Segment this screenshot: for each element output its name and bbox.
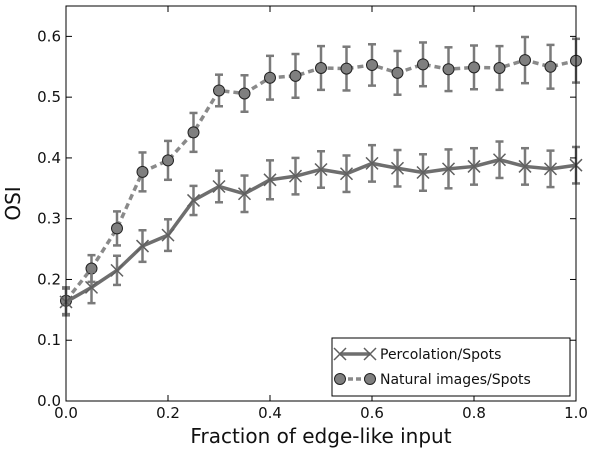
legend-marker	[333, 347, 347, 361]
legend-marker	[334, 373, 346, 385]
data-point	[544, 60, 557, 73]
plot-frame	[65, 5, 577, 402]
marker-stroke	[263, 173, 277, 187]
data-point	[238, 87, 251, 100]
data-point	[417, 58, 429, 71]
data-point	[213, 84, 225, 97]
ticks-layer: 0.0 0.2 0.4 0.6 0.8 1.0 0.0 0.1 0.2 0.3 0.4 0.5 0.6	[37, 6, 588, 422]
x-tick-label: 0.8	[462, 404, 486, 422]
data-point	[288, 169, 303, 183]
plot-layer	[59, 35, 583, 317]
data-point	[263, 173, 277, 187]
y-tick-label: 0.6	[37, 27, 61, 45]
marker-stroke	[543, 162, 558, 176]
marker-stroke	[518, 159, 532, 173]
legend: Percolation/Spots Natural images/Spots	[331, 337, 571, 397]
data-point	[264, 71, 276, 84]
x-tick-label: 1.0	[564, 404, 588, 422]
legend-marker	[363, 347, 377, 361]
x-tick-label: 0.0	[54, 404, 78, 422]
data-point	[391, 66, 404, 79]
marker-stroke	[288, 169, 303, 183]
data-point	[519, 54, 531, 67]
marker-stroke	[467, 159, 481, 173]
y-tick-label: 0.0	[37, 392, 61, 410]
data-point	[468, 61, 480, 74]
y-tick-label: 0.3	[37, 210, 61, 228]
marker-stroke	[237, 187, 252, 201]
marker-stroke	[416, 165, 430, 180]
marker-stroke	[339, 167, 354, 181]
y-tick-label: 0.2	[37, 270, 61, 288]
data-point	[187, 126, 200, 139]
marker-stroke	[390, 161, 405, 175]
x-tick-label: 0.6	[360, 404, 384, 422]
data-point	[339, 167, 354, 181]
marker-stroke	[212, 179, 226, 194]
marker-stroke	[314, 162, 328, 176]
y-tick-label: 0.1	[37, 331, 61, 349]
data-point	[543, 162, 558, 176]
data-point	[237, 187, 252, 201]
y-tick-label: 0.5	[37, 88, 61, 106]
data-point	[136, 165, 149, 178]
data-point	[186, 193, 201, 207]
legend-marker	[364, 373, 376, 385]
data-point	[467, 159, 481, 173]
marker-stroke	[492, 153, 507, 167]
marker-stroke	[186, 193, 201, 207]
data-point	[212, 179, 226, 194]
y-tick-label: 0.4	[37, 149, 61, 167]
x-axis-title: Fraction of edge-like input	[190, 424, 451, 448]
data-point	[366, 58, 378, 71]
data-point	[518, 159, 532, 173]
x-tick-label: 0.2	[156, 404, 180, 422]
marker-stroke	[110, 263, 124, 277]
marker-stroke	[135, 239, 150, 253]
series-percolation-spots	[59, 140, 583, 317]
legend-label: Percolation/Spots	[380, 347, 501, 363]
data-point	[315, 61, 327, 74]
x-tick-label: 0.4	[258, 404, 282, 422]
series-natural-images-spots	[60, 35, 582, 316]
data-point	[84, 280, 99, 294]
data-point	[162, 154, 174, 167]
data-point	[161, 228, 175, 242]
marker-stroke	[365, 156, 379, 170]
marker-stroke	[84, 280, 99, 294]
data-point	[492, 153, 507, 167]
data-point	[493, 61, 506, 74]
data-point	[416, 165, 430, 180]
data-point	[289, 69, 302, 82]
data-point	[340, 62, 353, 75]
marker-stroke	[441, 162, 456, 176]
y-axis-title: OSI	[1, 186, 25, 220]
legend-label: Natural images/Spots	[380, 372, 531, 388]
data-point	[135, 239, 150, 253]
marker-stroke	[161, 228, 175, 242]
data-point	[442, 63, 455, 76]
data-point	[111, 222, 123, 235]
data-point	[110, 263, 124, 277]
data-point	[365, 156, 379, 170]
data-point	[314, 162, 328, 176]
data-point	[441, 162, 456, 176]
legend-box	[331, 337, 571, 397]
data-point	[390, 161, 405, 175]
